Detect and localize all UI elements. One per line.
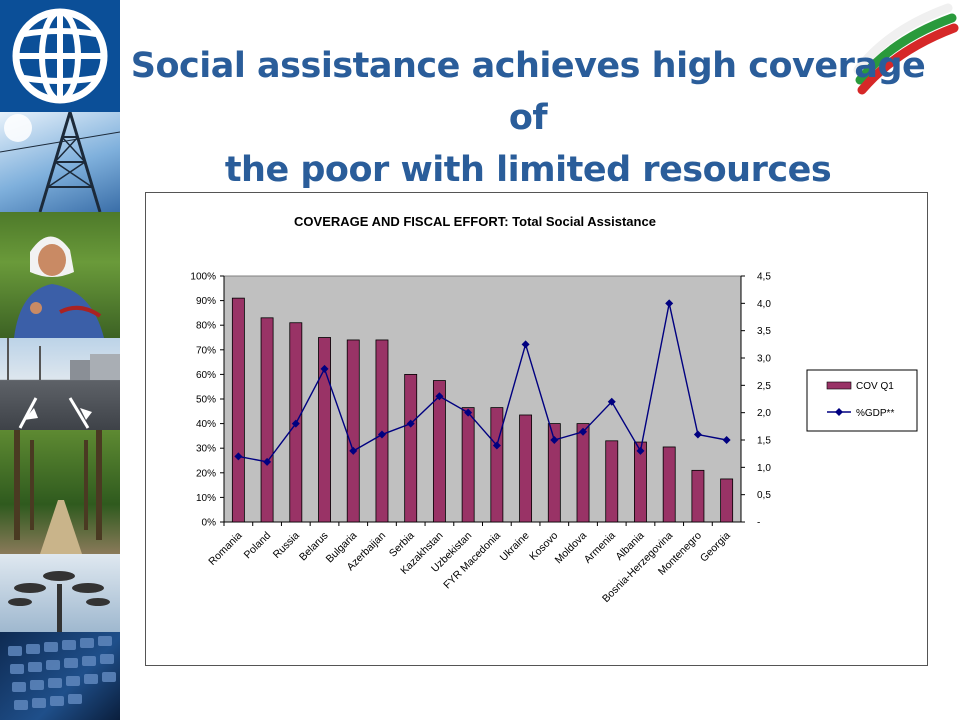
- bar-cov-q1: [432, 380, 446, 523]
- bar-cov-q1: [547, 423, 561, 523]
- slide-title: Social assistance achieves high coverage…: [128, 40, 928, 196]
- left-axis-tick-label: 80%: [196, 321, 216, 332]
- forest-path-photo: [0, 430, 120, 554]
- line-gdp-series: [238, 303, 727, 463]
- x-axis-category-label: Romania: [206, 530, 244, 568]
- bar-cov-q1: [461, 407, 475, 523]
- x-axis-category-label: Armenia: [582, 530, 618, 566]
- chart-frame: COVERAGE AND FISCAL EFFORT: Total Social…: [145, 192, 928, 666]
- point-gdp: [349, 446, 358, 455]
- legend-swatch-cov-q1: [826, 381, 852, 390]
- point-gdp: [665, 299, 674, 308]
- point-gdp: [263, 457, 272, 466]
- bar-cov-q1: [662, 446, 676, 523]
- point-gdp: [693, 430, 702, 439]
- farmer-woman-photo: [0, 212, 120, 338]
- point-gdp: [579, 427, 588, 436]
- slide-title-line-2: the poor with limited resources: [224, 150, 832, 190]
- legend-label-cov-q1: COV Q1: [856, 381, 894, 392]
- left-axis-tick-label: 70%: [196, 345, 216, 356]
- x-axis-category-label: Ukraine: [498, 530, 532, 564]
- bar-cov-q1: [576, 423, 590, 523]
- point-gdp: [492, 441, 501, 450]
- bar-cov-q1: [346, 339, 360, 523]
- highway-photo: [0, 338, 120, 430]
- right-axis-tick-label: 2,5: [757, 381, 771, 392]
- point-gdp: [234, 452, 243, 461]
- bar-cov-q1: [318, 337, 331, 523]
- bar-cov-q1: [605, 440, 619, 523]
- keyboard-photo: [0, 632, 120, 720]
- point-gdp: [377, 430, 386, 439]
- legend-marker-gdp: [835, 408, 843, 416]
- right-axis-tick-label: 2,0: [757, 408, 771, 419]
- left-axis-tick-label: 30%: [196, 444, 216, 455]
- bar-cov-q1: [260, 317, 274, 523]
- point-gdp: [435, 392, 444, 401]
- point-gdp: [406, 419, 415, 428]
- right-axis-tick-label: 1,5: [757, 436, 771, 447]
- point-gdp: [291, 419, 300, 428]
- left-axis-tick-label: 90%: [196, 296, 216, 307]
- right-axis-tick-label: 3,5: [757, 326, 771, 337]
- point-gdp: [320, 364, 329, 373]
- x-axis-category-label: Georgia: [698, 530, 733, 565]
- x-axis-category-label: Poland: [242, 530, 274, 562]
- chart-title: COVERAGE AND FISCAL EFFORT: Total Social…: [294, 214, 656, 229]
- left-axis-tick-label: 0%: [202, 518, 217, 529]
- point-gdp: [636, 446, 645, 455]
- point-gdp: [607, 397, 616, 406]
- bar-cov-q1: [720, 478, 734, 523]
- bar-cov-q1: [490, 407, 504, 523]
- bar-cov-q1: [691, 469, 705, 523]
- point-gdp: [521, 340, 530, 349]
- bar-cov-q1: [519, 414, 533, 523]
- left-axis-tick-label: 100%: [190, 272, 216, 283]
- bar-cov-q1: [634, 441, 647, 523]
- left-axis-tick-label: 40%: [196, 419, 216, 430]
- street-lamp-photo: [0, 554, 120, 632]
- plot-area: [223, 275, 742, 523]
- bar-cov-q1: [231, 297, 245, 523]
- tricolor-flag-logo: [853, 3, 959, 95]
- legend-box: [806, 369, 918, 432]
- left-axis-tick-label: 60%: [196, 370, 216, 381]
- point-gdp: [550, 436, 559, 444]
- point-gdp: [722, 436, 731, 444]
- slide-title-line-1: Social assistance achieves high coverage…: [130, 46, 926, 138]
- left-photo-strip: [0, 0, 120, 720]
- right-axis-tick-label: 4,5: [757, 272, 771, 283]
- right-axis-tick-label: 1,0: [757, 463, 771, 474]
- left-axis-tick-label: 10%: [196, 493, 216, 504]
- point-gdp: [464, 408, 473, 417]
- right-axis-tick-label: 0,5: [757, 490, 771, 501]
- right-axis-tick-label: 3,0: [757, 354, 771, 365]
- right-axis-tick-label: -: [757, 518, 760, 529]
- right-axis-tick-label: 4,0: [757, 299, 771, 310]
- left-axis-tick-label: 50%: [196, 395, 216, 406]
- left-axis-tick-label: 20%: [196, 468, 216, 479]
- legend-label-gdp: %GDP**: [856, 408, 894, 419]
- world-bank-logo: [0, 0, 120, 112]
- bar-cov-q1: [404, 373, 418, 523]
- coverage-chart: COVERAGE AND FISCAL EFFORT: Total Social…: [190, 214, 918, 605]
- power-tower-photo: [0, 112, 120, 212]
